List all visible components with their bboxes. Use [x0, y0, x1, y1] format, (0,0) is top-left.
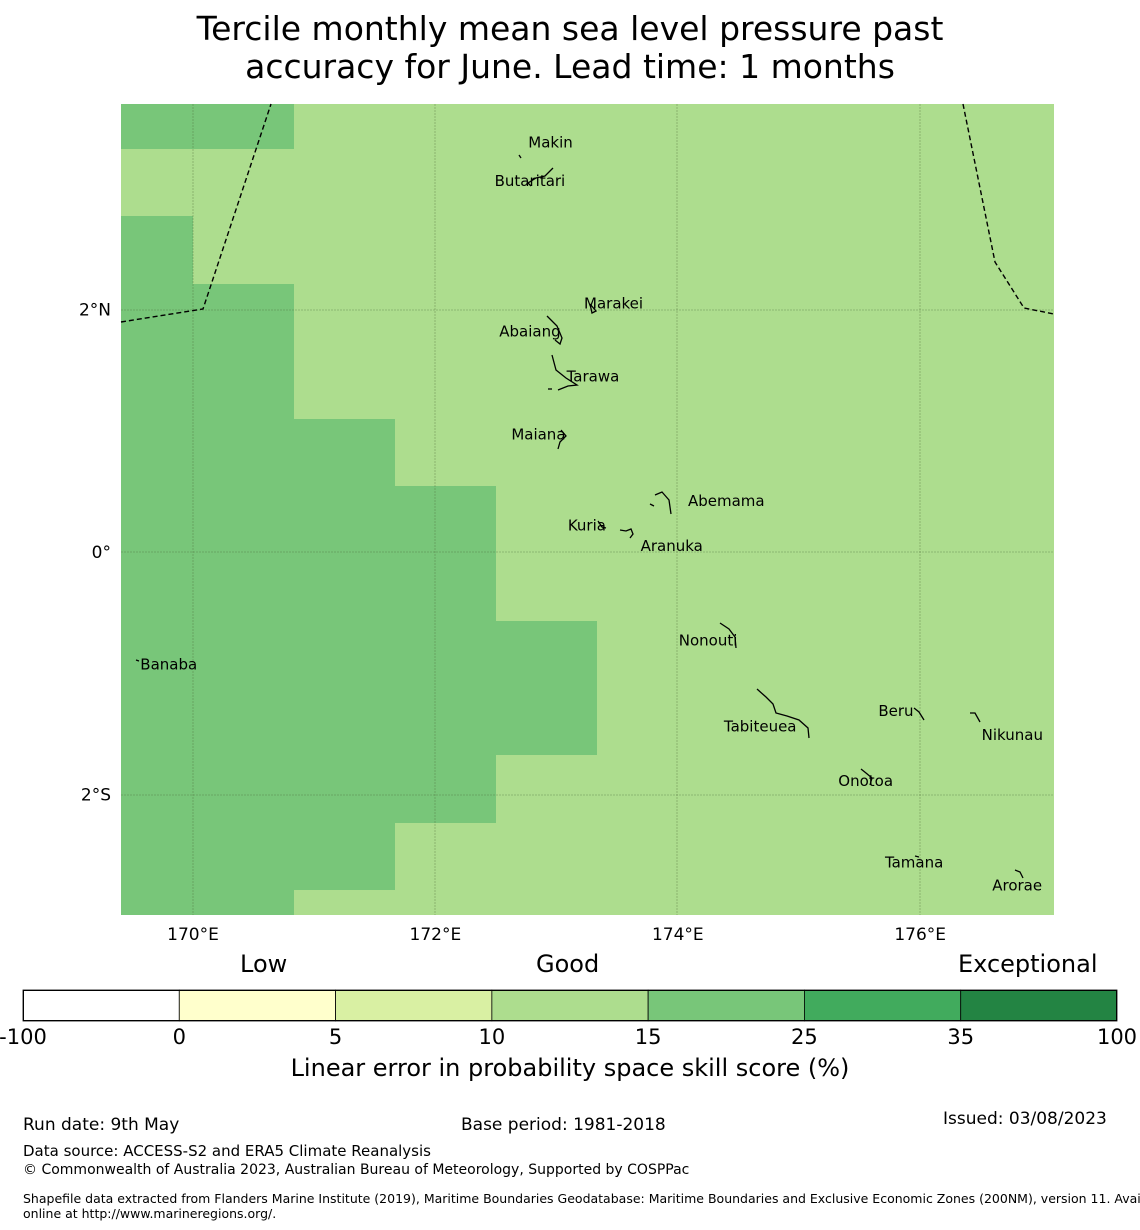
lat-tick-label: 2°S [81, 785, 111, 805]
skill-cell [121, 104, 294, 149]
island-makin [518, 154, 522, 159]
place-label-onotoa: Onotoa [838, 772, 893, 790]
colorbar [22, 989, 1118, 1022]
place-label-maiana: Maiana [511, 425, 565, 443]
place-label-banaba: Banaba [140, 656, 197, 674]
island-arorae [1014, 869, 1024, 879]
island-marakei [589, 303, 598, 314]
copyright: © Commonwealth of Australia 2023, Austra… [23, 1162, 690, 1178]
colorbar-tick-label: 15 [635, 1025, 662, 1049]
island-tarawa [551, 354, 579, 391]
island-outlines [135, 154, 1024, 879]
eez-boundaries [120, 103, 1055, 323]
lon-tick-label: 174°E [652, 925, 704, 945]
place-label-marakei: Marakei [584, 295, 643, 313]
island-onotoa [860, 768, 873, 786]
eez-boundary-east [962, 103, 1055, 315]
place-label-abaiang: Abaiang [499, 322, 560, 340]
colorbar-tick-label: 35 [947, 1025, 974, 1049]
data-source: Data source: ACCESS-S2 and ERA5 Climate … [23, 1142, 431, 1160]
run-date: Run date: 9th May [23, 1115, 180, 1135]
island-butaritari [526, 167, 554, 187]
place-label-nonouti: Nonouti [679, 631, 738, 649]
colorbar-tick-label: 5 [329, 1025, 342, 1049]
place-label-abemama: Abemama [688, 492, 765, 510]
colorbar-bin [647, 989, 805, 1022]
place-label-aranuka: Aranuka [641, 537, 703, 555]
chart-title: Tercile monthly mean sea level pressure … [0, 10, 1140, 86]
lat-tick-label: 2°N [79, 301, 111, 321]
category-label-low: Low [240, 950, 288, 978]
place-label-nikunau: Nikunau [982, 726, 1043, 744]
lat-tick-labels: 2°N 0° 2°S [79, 301, 111, 806]
lon-tick-label: 170°E [167, 925, 219, 945]
shapefile-credit-1: Shapefile data extracted from Flanders M… [23, 1191, 1140, 1206]
base-period: Base period: 1981-2018 [461, 1115, 666, 1135]
island-aranuka [619, 528, 634, 539]
place-label-makin: Makin [528, 133, 573, 151]
colorbar-tick-label: 10 [478, 1025, 505, 1049]
lon-tick-label: 176°E [894, 925, 946, 945]
issued-date: Issued: 03/08/2023 [943, 1109, 1107, 1129]
island-abemama-w [649, 503, 655, 507]
colorbar-bin [804, 989, 962, 1022]
colorbar-bin [491, 989, 649, 1022]
place-label-tabiteuea: Tabiteuea [723, 718, 797, 736]
map-gridlines [121, 104, 1054, 915]
colorbar-tick-label: 0 [173, 1025, 186, 1049]
colorbar-title: Linear error in probability space skill … [290, 1054, 850, 1082]
island-tamana [914, 855, 920, 858]
place-labels: Makin Butaritari Marakei Abaiang Tarawa Maian… [140, 133, 1043, 894]
island-tabiteuea [756, 688, 810, 739]
island-abemama [654, 491, 672, 515]
island-nikunau [970, 712, 981, 723]
colorbar-bin [960, 989, 1118, 1022]
colorbar-tick-labels: -100 0 5 10 15 25 35 100 [0, 1025, 1137, 1049]
lon-tick-labels: 170°E 172°E 174°E 176°E [167, 925, 946, 945]
island-kuria [597, 520, 607, 529]
island-maiana [557, 429, 567, 450]
island-abaiang [546, 315, 563, 346]
place-label-beru: Beru [878, 702, 913, 720]
place-label-tamana: Tamana [884, 853, 943, 871]
title-line-2: accuracy for June. Lead time: 1 months [245, 47, 895, 86]
lon-tick-label: 172°E [410, 925, 462, 945]
colorbar-bin [335, 989, 493, 1022]
colorbar-bin [178, 989, 336, 1022]
colorbar-outline [23, 990, 1117, 1021]
colorbar-bin [22, 989, 180, 1022]
skill-region-15-25 [121, 104, 597, 915]
place-label-kuria: Kuria [568, 516, 606, 534]
colorbar-tick-label: -100 [0, 1025, 47, 1049]
title-line-1: Tercile monthly mean sea level pressure … [196, 9, 944, 48]
island-beru [913, 707, 925, 721]
place-label-tarawa: Tarawa [566, 367, 620, 385]
colorbar-tick-label: 100 [1097, 1025, 1137, 1049]
colorbar-tick-label: 25 [791, 1025, 818, 1049]
place-label-butaritari: Butaritari [495, 172, 566, 190]
category-label-good: Good [536, 950, 600, 978]
place-label-arorae: Arorae [992, 876, 1042, 894]
category-label-exceptional: Exceptional [958, 950, 1098, 978]
skill-cell [121, 216, 597, 915]
island-banaba [135, 659, 140, 662]
shapefile-credit-2: online at http://www.marineregions.org/. [23, 1206, 277, 1221]
lat-tick-label: 0° [92, 543, 111, 563]
eez-boundary-west [120, 103, 272, 323]
island-nonouti [719, 622, 737, 649]
